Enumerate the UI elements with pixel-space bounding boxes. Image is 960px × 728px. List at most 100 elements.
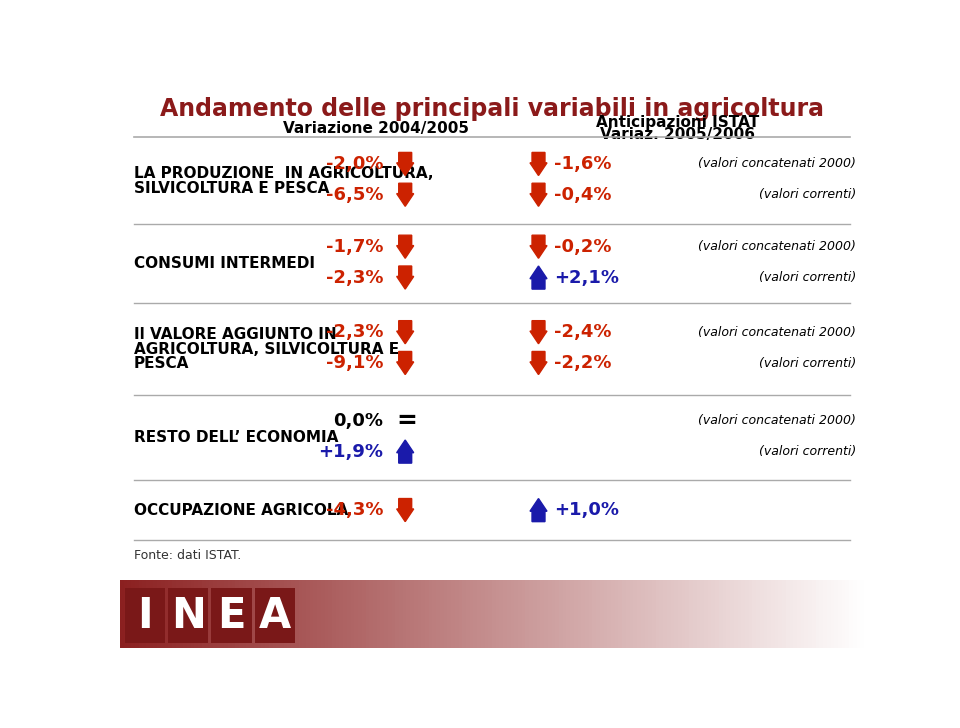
Bar: [753, 580, 756, 648]
Bar: [548, 580, 552, 648]
Bar: [518, 580, 522, 648]
Bar: [332, 580, 337, 648]
Bar: [515, 580, 518, 648]
Bar: [276, 580, 280, 648]
Bar: [380, 580, 385, 648]
Bar: [432, 580, 437, 648]
Bar: [525, 580, 530, 648]
Bar: [700, 580, 705, 648]
Bar: [396, 580, 399, 648]
Text: Variazione 2004/2005: Variazione 2004/2005: [283, 122, 468, 136]
Bar: [789, 580, 794, 648]
Bar: [856, 580, 861, 648]
Bar: [291, 580, 296, 648]
Text: (valori concatenati 2000): (valori concatenati 2000): [698, 157, 856, 170]
Bar: [723, 580, 727, 648]
Text: +1,0%: +1,0%: [554, 501, 619, 519]
Bar: [165, 580, 169, 648]
Bar: [253, 580, 258, 648]
Bar: [284, 580, 288, 648]
Bar: [221, 580, 225, 648]
Bar: [708, 580, 712, 648]
Text: -2,0%: -2,0%: [326, 155, 383, 173]
Bar: [570, 580, 575, 648]
Polygon shape: [396, 152, 414, 175]
Bar: [660, 580, 664, 648]
Text: OCCUPAZIONE AGRICOLA: OCCUPAZIONE AGRICOLA: [134, 502, 348, 518]
Bar: [771, 580, 776, 648]
Bar: [142, 580, 147, 648]
Bar: [767, 580, 772, 648]
Bar: [421, 580, 426, 648]
Bar: [786, 580, 790, 648]
Bar: [830, 580, 835, 648]
Bar: [150, 580, 155, 648]
Bar: [213, 580, 218, 648]
Text: RESTO DELL’ ECONOMIA: RESTO DELL’ ECONOMIA: [134, 430, 338, 446]
Bar: [588, 580, 593, 648]
Bar: [492, 580, 496, 648]
Bar: [481, 580, 486, 648]
Bar: [172, 580, 177, 648]
Polygon shape: [530, 499, 547, 522]
Bar: [128, 580, 132, 648]
Bar: [685, 580, 690, 648]
Bar: [313, 580, 318, 648]
Bar: [376, 580, 381, 648]
Bar: [674, 580, 679, 648]
Bar: [540, 580, 545, 648]
Text: 0,0%: 0,0%: [333, 412, 383, 430]
Bar: [306, 580, 310, 648]
Bar: [644, 580, 649, 648]
Bar: [860, 580, 865, 648]
Bar: [302, 580, 307, 648]
Bar: [336, 580, 340, 648]
Bar: [846, 580, 850, 648]
Bar: [403, 580, 407, 648]
Text: -4,3%: -4,3%: [326, 501, 383, 519]
Bar: [499, 580, 504, 648]
Bar: [820, 580, 824, 648]
Bar: [630, 580, 635, 648]
Text: (valori concatenati 2000): (valori concatenati 2000): [698, 325, 856, 339]
Bar: [801, 580, 805, 648]
Bar: [511, 580, 516, 648]
Polygon shape: [396, 499, 414, 522]
Bar: [451, 580, 456, 648]
Bar: [217, 580, 221, 648]
Bar: [180, 580, 184, 648]
Text: -9,1%: -9,1%: [326, 354, 383, 372]
Bar: [134, 580, 139, 648]
Bar: [682, 580, 686, 648]
Bar: [641, 580, 645, 648]
Bar: [533, 580, 538, 648]
Bar: [730, 580, 734, 648]
Bar: [689, 580, 694, 648]
Bar: [168, 580, 173, 648]
Text: -0,4%: -0,4%: [554, 186, 612, 204]
Bar: [611, 580, 615, 648]
Bar: [566, 580, 571, 648]
Bar: [626, 580, 631, 648]
Polygon shape: [396, 320, 414, 344]
Bar: [756, 580, 760, 648]
Bar: [741, 580, 746, 648]
Bar: [254, 588, 295, 644]
Bar: [124, 580, 129, 648]
Bar: [581, 580, 586, 648]
Bar: [347, 580, 351, 648]
Text: -1,6%: -1,6%: [554, 155, 612, 173]
Bar: [161, 580, 165, 648]
Bar: [816, 580, 820, 648]
Bar: [247, 580, 251, 648]
Bar: [663, 580, 667, 648]
Bar: [157, 580, 161, 648]
Bar: [406, 580, 411, 648]
Bar: [489, 580, 492, 648]
Bar: [310, 580, 314, 648]
Text: Andamento delle principali variabili in agricoltura: Andamento delle principali variabili in …: [160, 97, 824, 121]
Text: -2,3%: -2,3%: [326, 269, 383, 287]
Polygon shape: [530, 235, 547, 258]
Text: CONSUMI INTERMEDI: CONSUMI INTERMEDI: [134, 256, 315, 272]
Bar: [436, 580, 441, 648]
